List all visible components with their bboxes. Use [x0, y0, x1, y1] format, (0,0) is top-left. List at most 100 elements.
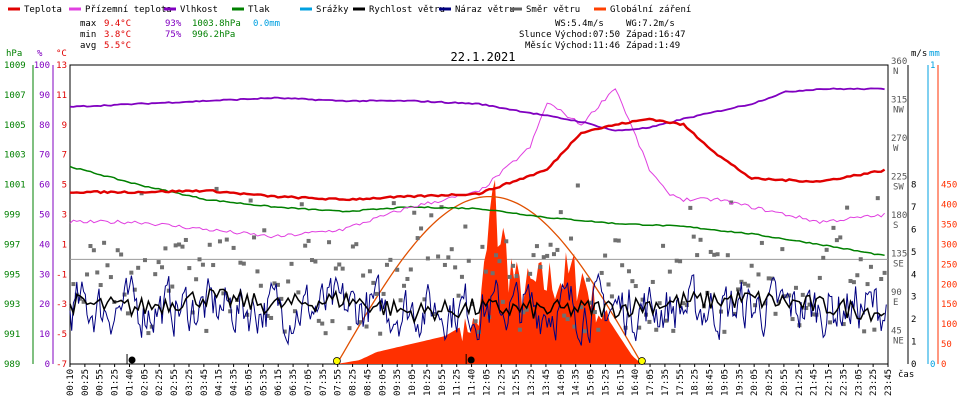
wind-dir-tick-label-4: S: [893, 221, 898, 231]
pressure-tick-9: 991: [4, 330, 20, 340]
wind-dir-point: [347, 326, 352, 331]
humidity-tick-6: 40: [39, 240, 50, 250]
wind-dir-point: [606, 282, 611, 287]
temperature-tick-10: -7: [56, 360, 67, 370]
x-tick-label-48: 20:55: [780, 369, 790, 396]
solar-tick-2: 350: [941, 220, 957, 230]
wind-dir-point: [282, 329, 287, 334]
humidity-tick-10: 0: [45, 360, 50, 370]
stat-min-press: 996.2hPa: [192, 30, 235, 40]
axis-label-rain: mm: [929, 49, 940, 59]
stats-block: max 9.4°C 93% 1003.8hPa 0.0mm min 3.8°C …: [80, 19, 280, 51]
wind-dir-point: [729, 200, 734, 205]
wind-speed-tick-2: 6: [911, 225, 916, 235]
axis-label-humidity: %: [37, 49, 43, 59]
wind-dir-point: [691, 234, 696, 239]
series-wind-gust: [69, 272, 887, 346]
humidity-tick-5: 50: [39, 211, 50, 221]
wind-dir-point: [497, 259, 502, 264]
x-tick-label-54: 23:25: [869, 369, 879, 396]
wind-dir-point: [780, 247, 785, 252]
wind-dir-point: [102, 240, 107, 245]
humidity-tick-4: 60: [39, 181, 50, 191]
axis-label-time: čas: [898, 369, 914, 380]
wind-dir-point: [684, 303, 689, 308]
wind-dir-point: [862, 329, 867, 334]
sunset-icon: [638, 357, 646, 365]
wind-dir-point: [422, 297, 427, 302]
wind-dir-point: [742, 281, 747, 286]
wind-dir-point: [773, 311, 778, 316]
wind-dir-point: [405, 276, 410, 281]
x-tick-label-11: 04:35: [230, 369, 240, 396]
wind-dir-point: [545, 253, 550, 258]
wind-dir-point: [340, 266, 345, 271]
temperature-tick-4: 5: [62, 181, 67, 191]
wind-dir-point: [327, 240, 332, 245]
wind-dir-point: [463, 224, 468, 229]
wind-dir-point: [194, 277, 199, 282]
x-tick-label-5: 02:05: [140, 369, 150, 396]
astro-wg: WG:7.2m/s: [626, 19, 675, 29]
wind-dir-point: [787, 293, 792, 298]
wind-dir-point: [306, 238, 311, 243]
wind-dir-point: [323, 331, 328, 336]
temperature-tick-7: -1: [56, 270, 67, 280]
astro-moon-rise: Východ:11:46: [555, 41, 620, 51]
wind-dir-point: [115, 248, 120, 253]
wind-dir-point: [105, 263, 110, 268]
x-tick-label-53: 23:05: [854, 369, 864, 396]
wind-dir-point: [95, 270, 100, 275]
temperature-tick-1: 11: [56, 91, 67, 101]
x-tick-label-10: 04:15: [215, 369, 225, 396]
x-axis-ticks: 00:10 00:25 00:55 01:25 01:40 02:05 02:25 02:55…: [66, 364, 894, 396]
x-tick-label-1: 00:25: [81, 369, 91, 396]
wind-dir-point: [78, 296, 83, 301]
x-tick-label-23: 10:05: [408, 369, 418, 396]
series-temperature: [70, 117, 886, 202]
wind-dir-point: [279, 296, 284, 301]
wind-dir-tick-6: 90: [891, 288, 902, 298]
temperature-tick-2: 9: [62, 121, 67, 131]
wind-dir-point: [811, 312, 816, 317]
x-tick-label-22: 09:35: [393, 369, 403, 396]
solar-tick-4: 250: [941, 260, 957, 270]
wind-dir-point: [647, 319, 652, 324]
wind-dir-point: [286, 279, 291, 284]
wind-dir-point: [480, 244, 485, 249]
wind-dir-point: [354, 242, 359, 247]
wind-dir-point: [384, 262, 389, 267]
chart-title: 22.1.2021: [450, 50, 515, 64]
sunrise-icon: [332, 357, 341, 365]
x-tick-label-42: 18:25: [691, 369, 701, 396]
wind-dir-point: [511, 263, 516, 268]
temperature-tick-8: -3: [56, 300, 67, 310]
x-tick-label-17: 07:35: [319, 369, 329, 396]
wind-dir-point: [534, 244, 539, 249]
moonset-icon: [128, 356, 136, 364]
wind-speed-tick-6: 2: [911, 315, 916, 325]
wind-dir-point: [558, 210, 563, 215]
wind-dir-point: [494, 253, 499, 258]
wind-speed-tick-7: 1: [911, 338, 916, 348]
wind-dir-point: [432, 311, 437, 316]
series-humidity: [69, 87, 885, 132]
wind-dir-point: [875, 196, 880, 201]
x-tick-label-6: 02:25: [155, 369, 165, 396]
wind-dir-point: [817, 275, 822, 280]
wind-dir-point: [446, 255, 451, 260]
wind-dir-point: [136, 265, 141, 270]
wind-dir-point: [214, 186, 219, 191]
x-tick-label-52: 22:35: [839, 369, 849, 396]
x-tick-label-44: 19:05: [720, 369, 730, 396]
humidity-tick-7: 30: [39, 270, 50, 280]
wind-dir-point: [119, 252, 124, 257]
wind-dir-point: [528, 271, 533, 276]
astro-block: WS:5.4m/s WG:7.2m/s Slunce Východ:07:50 …: [519, 19, 686, 51]
wind-dir-point: [88, 244, 93, 249]
temperature-tick-6: 1: [62, 240, 67, 250]
wind-dir-point: [303, 243, 308, 248]
axis-label-temperature: °C: [56, 49, 67, 59]
wind-dir-point: [569, 236, 574, 241]
wind-dir-point: [596, 327, 601, 332]
